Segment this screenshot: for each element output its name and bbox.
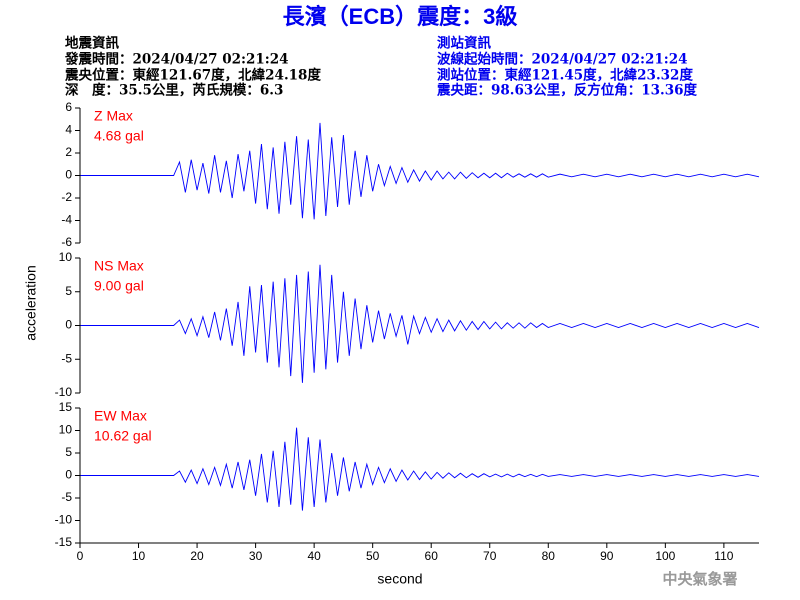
eq-info: 地震資訊 xyxy=(65,35,119,52)
y-tick-label: -10 xyxy=(55,385,73,399)
y-tick-label: 0 xyxy=(65,468,72,482)
y-tick-label: 6 xyxy=(65,100,72,114)
station-info: 測站資訊 xyxy=(437,35,491,52)
y-tick-label: -2 xyxy=(61,190,72,204)
y-tick-label: 5 xyxy=(65,445,72,459)
y-tick-label: 10 xyxy=(59,250,73,264)
y-tick-label: -4 xyxy=(61,213,72,227)
x-tick-label: 70 xyxy=(483,549,497,563)
x-tick-label: 90 xyxy=(600,549,614,563)
eq-info: 深 度：35.5公里，芮氏規模：6.3 xyxy=(65,82,283,99)
y-tick-label: -6 xyxy=(61,235,72,249)
y-tick-label: 2 xyxy=(65,145,72,159)
y-tick-label: -10 xyxy=(55,513,73,527)
y-tick-label: 0 xyxy=(65,318,72,332)
x-tick-label: 20 xyxy=(190,549,204,563)
agency: 中央氣象署 xyxy=(662,570,737,588)
y-tick-label: -5 xyxy=(61,490,72,504)
x-tick-label: 10 xyxy=(132,549,146,563)
y-tick-label: 0 xyxy=(65,168,72,182)
y-tick-label: 15 xyxy=(59,400,73,414)
max-annotation: 10.62 gal xyxy=(94,428,152,444)
y-tick-label: 4 xyxy=(65,123,72,137)
y-tick-label: -15 xyxy=(55,535,73,549)
eq-info: 發震時間：2024/04/27 02:21:24 xyxy=(64,51,289,68)
max-annotation: Z Max xyxy=(94,108,133,124)
x-axis-label: second xyxy=(377,571,422,587)
x-tick-label: 40 xyxy=(307,549,321,563)
waveform xyxy=(80,122,760,220)
x-tick-label: 0 xyxy=(77,549,84,563)
station-info: 震央距：98.63公里，反方位角：13.36度 xyxy=(436,82,698,99)
y-tick-label: -5 xyxy=(61,351,72,365)
max-annotation: 9.00 gal xyxy=(94,278,144,294)
x-tick-label: 100 xyxy=(655,549,675,563)
station-info: 波線起始時間：2024/04/27 02:21:24 xyxy=(437,51,688,68)
eq-info: 震央位置：東經121.67度，北緯24.18度 xyxy=(64,67,321,84)
max-annotation: 4.68 gal xyxy=(94,128,144,144)
waveform xyxy=(80,427,760,511)
station-info: 測站位置：東經121.45度，北緯23.32度 xyxy=(437,67,693,84)
max-annotation: NS Max xyxy=(94,258,144,274)
waveform xyxy=(80,264,760,383)
x-tick-label: 110 xyxy=(714,549,733,563)
x-tick-label: 50 xyxy=(366,549,380,563)
x-tick-label: 30 xyxy=(249,549,263,563)
y-tick-label: 5 xyxy=(65,284,72,298)
x-tick-label: 80 xyxy=(542,549,556,563)
y-tick-label: 10 xyxy=(59,423,73,437)
x-tick-label: 60 xyxy=(425,549,439,563)
title: 長濱（ECB）震度：3級 xyxy=(283,4,518,29)
y-axis-label: acceleration xyxy=(23,265,39,341)
max-annotation: EW Max xyxy=(94,408,147,424)
